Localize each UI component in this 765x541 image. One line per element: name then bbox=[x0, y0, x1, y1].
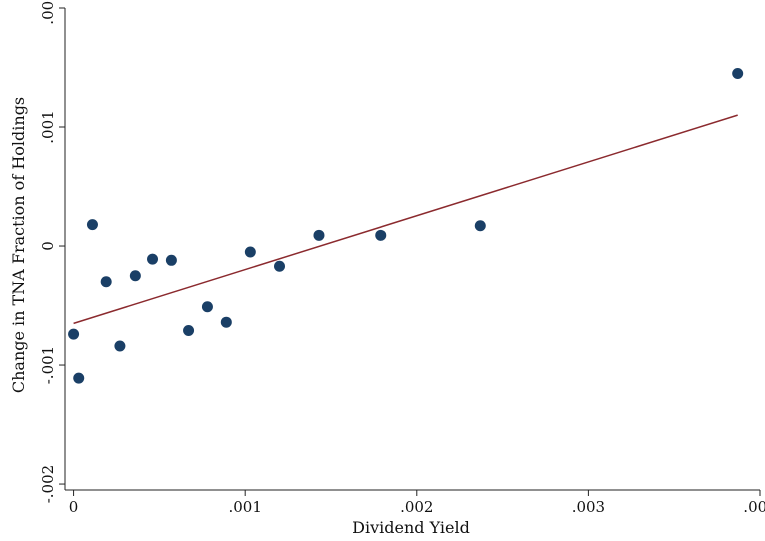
data-point bbox=[274, 260, 286, 272]
x-tick-label: .001 bbox=[228, 498, 261, 516]
data-point bbox=[183, 325, 195, 337]
x-tick-label: .003 bbox=[572, 498, 605, 516]
data-point bbox=[114, 340, 126, 352]
data-point bbox=[313, 229, 325, 241]
fit-line-layer bbox=[73, 114, 738, 325]
data-point bbox=[129, 270, 141, 282]
data-point bbox=[474, 220, 486, 232]
x-ticks: 0 .001 .002 .003 .004 bbox=[69, 490, 765, 516]
data-point bbox=[73, 372, 85, 384]
data-point bbox=[220, 316, 232, 328]
y-tick-label: -.001 bbox=[39, 346, 57, 384]
y-tick-label: .001 bbox=[39, 110, 57, 143]
x-tick-label: .002 bbox=[400, 498, 433, 516]
x-axis-label: Dividend Yield bbox=[352, 518, 470, 537]
y-axis-label: Change in TNA Fraction of Holdings bbox=[9, 97, 28, 393]
data-point bbox=[201, 301, 213, 313]
points-layer bbox=[68, 67, 744, 384]
data-point bbox=[244, 246, 256, 258]
data-point bbox=[100, 276, 112, 288]
y-tick-label: .002 bbox=[39, 0, 57, 25]
x-tick-label: 0 bbox=[69, 498, 79, 516]
y-ticks: -.002 -.001 0 .001 .002 bbox=[39, 0, 65, 503]
data-point bbox=[147, 253, 159, 265]
data-point bbox=[732, 67, 744, 79]
x-tick-label: .004 bbox=[743, 498, 765, 516]
plot-frame bbox=[64, 8, 760, 491]
y-tick-label: -.002 bbox=[39, 465, 57, 503]
data-point bbox=[165, 254, 177, 266]
y-tick-label: 0 bbox=[39, 241, 57, 251]
data-point bbox=[86, 219, 98, 231]
data-point bbox=[375, 229, 387, 241]
fit-line bbox=[73, 114, 738, 325]
data-point bbox=[68, 328, 80, 340]
